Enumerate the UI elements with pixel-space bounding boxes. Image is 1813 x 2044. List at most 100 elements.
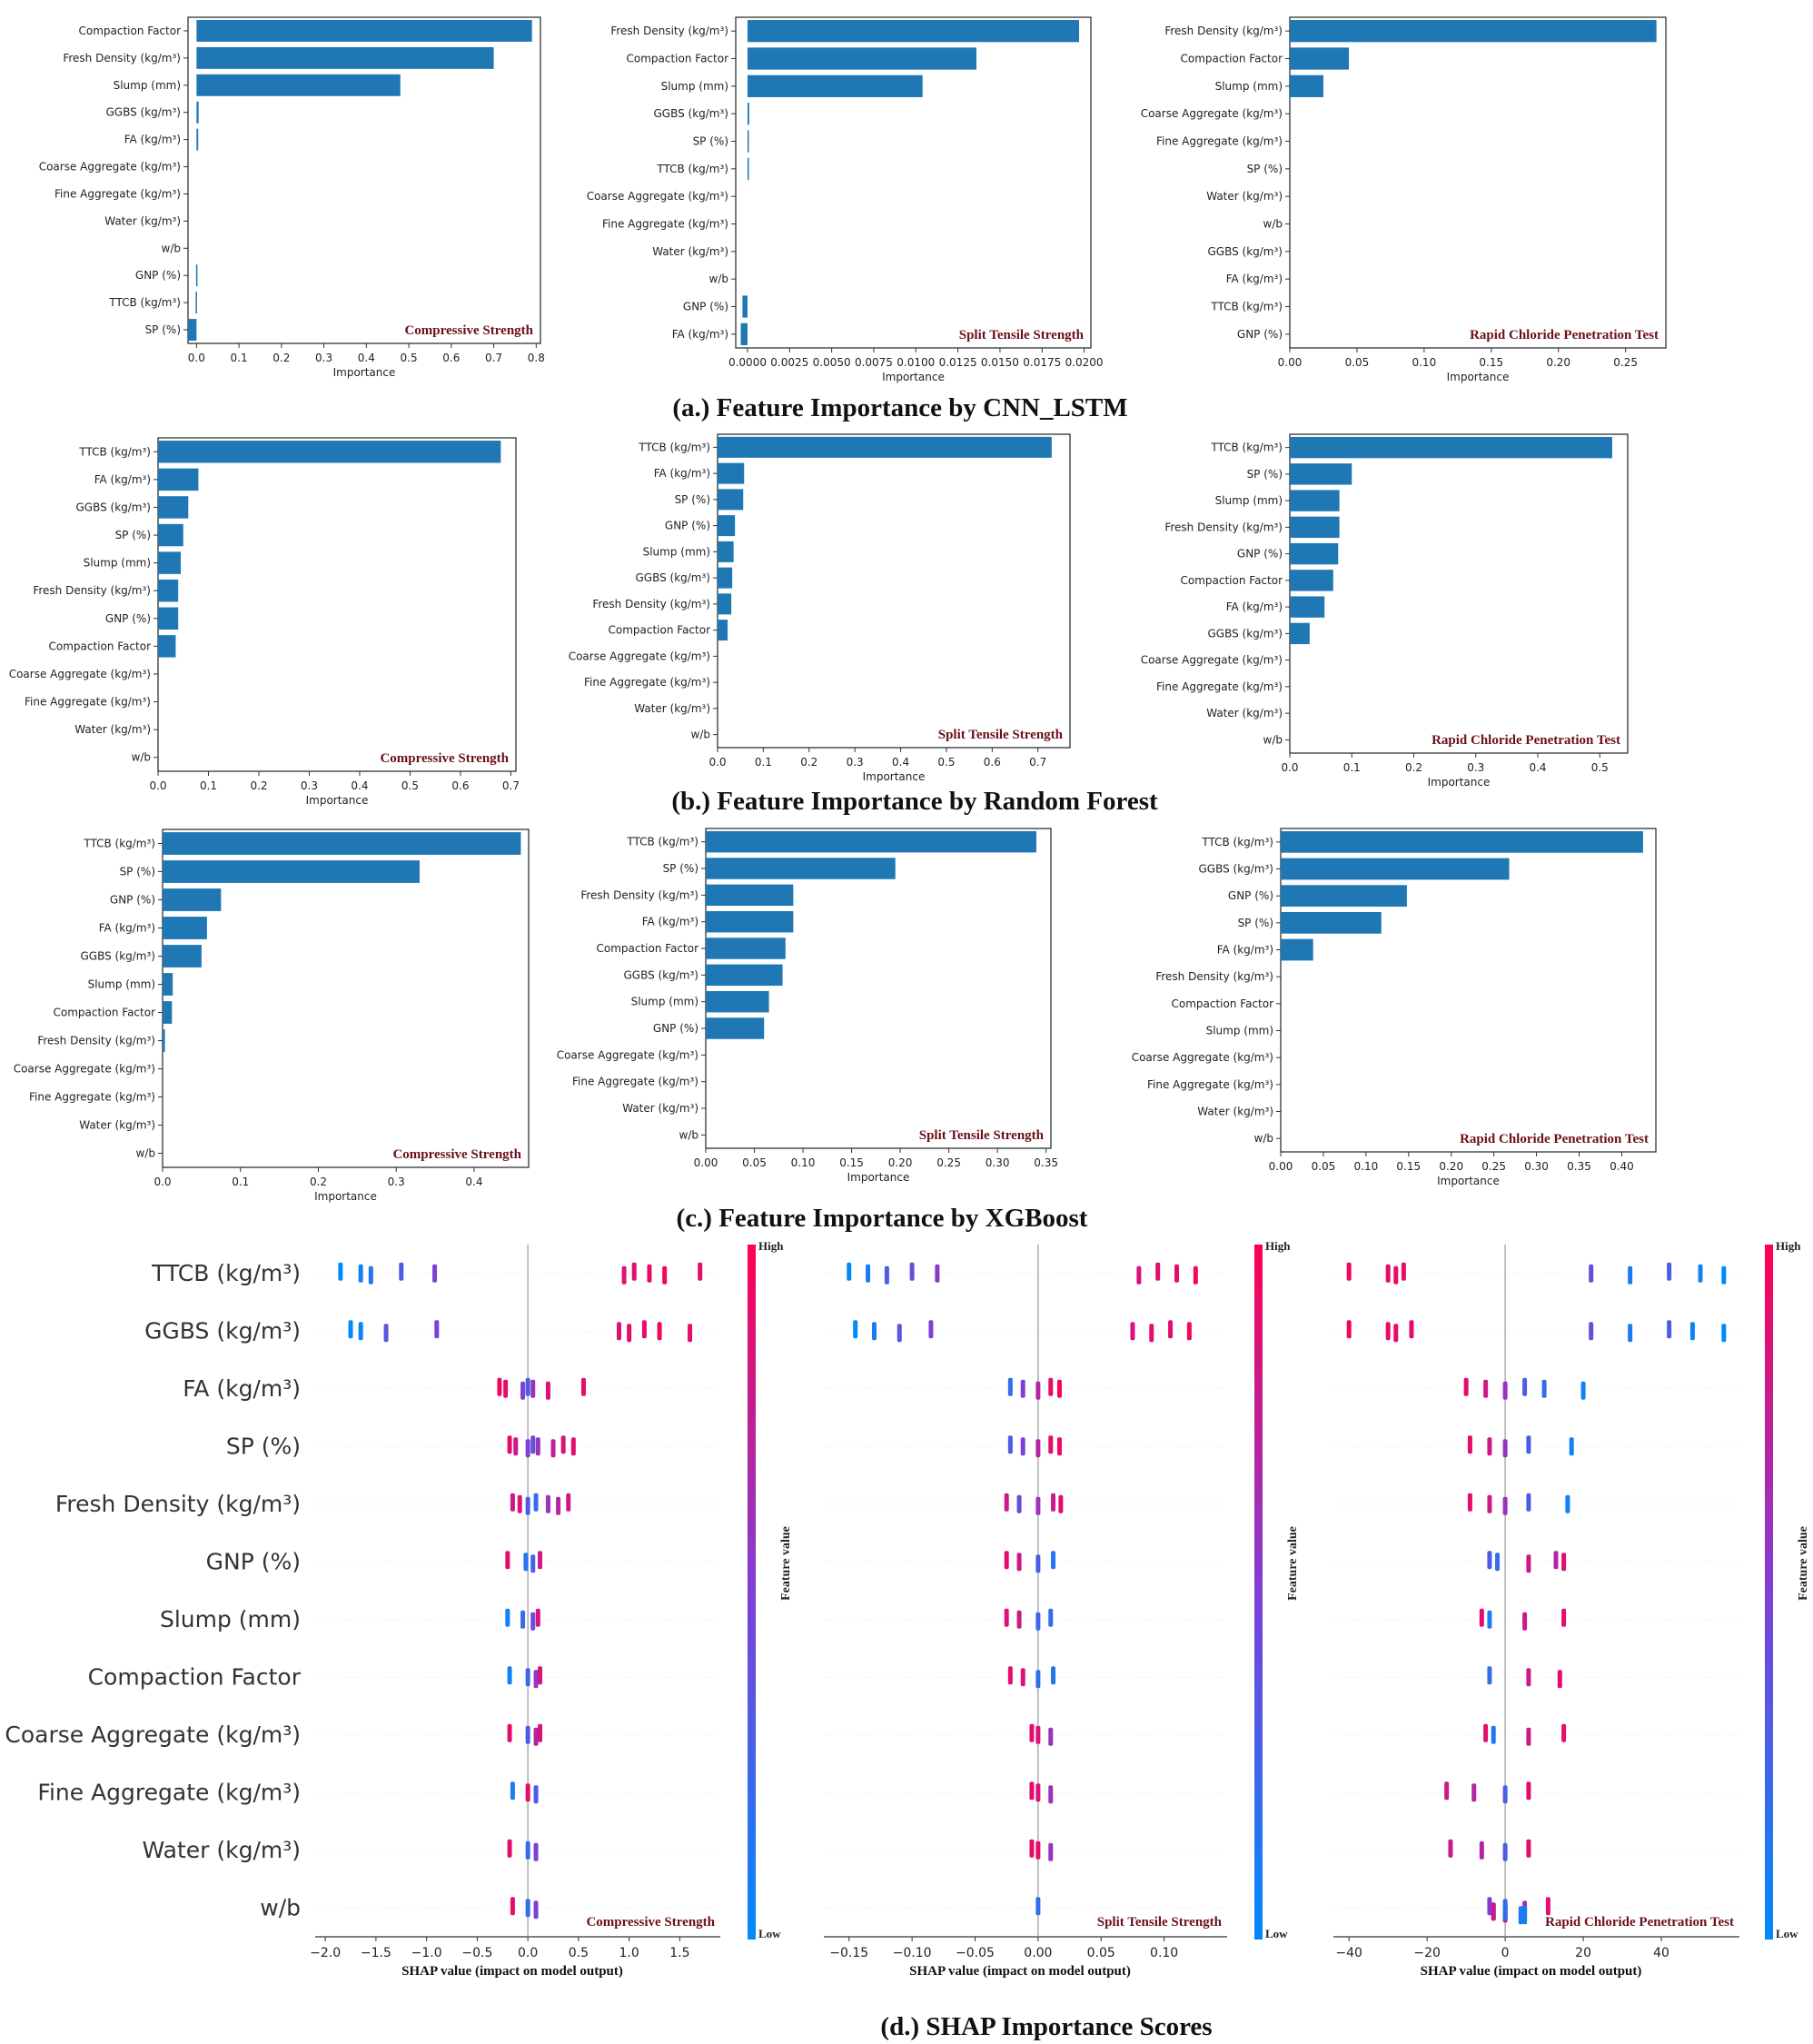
charts-layer: Compaction Factor Fresh Density (kg/m³) Sl… [5, 16, 1810, 1979]
y-tick-label: TTCB (kg/m³) [78, 445, 151, 458]
shap-point [1467, 1493, 1472, 1512]
x-tick-label: −0.15 [829, 1946, 868, 1960]
shap-point [1007, 1377, 1013, 1396]
shap-point [1557, 1670, 1562, 1689]
x-tick-label: −20 [1413, 1946, 1441, 1960]
bar [1290, 436, 1612, 459]
shap-point [1721, 1265, 1727, 1285]
shap-point [1561, 1723, 1567, 1742]
shap-point [550, 1439, 556, 1458]
shap-point [1495, 1553, 1501, 1572]
y-tick-label: Compaction Factor [596, 942, 698, 955]
bar [718, 462, 745, 484]
bar [158, 635, 176, 658]
bar [1290, 490, 1340, 511]
y-tick-label: Coarse Aggregate (kg/m³) [9, 668, 151, 680]
x-tick-label: 0.0200 [1065, 356, 1104, 369]
y-tick-label: Fresh Density (kg/m³) [592, 598, 710, 610]
shap-point [383, 1324, 389, 1343]
shap-point [1035, 1612, 1041, 1631]
y-tick-label: Slump (mm) [114, 79, 181, 92]
y-tick-label: Water (kg/m³) [1206, 707, 1283, 719]
x-tick-label: −40 [1335, 1946, 1362, 1960]
x-tick-label: 0.8 [528, 352, 545, 364]
x-tick-label: 0.0 [1281, 761, 1298, 774]
shap-point [1346, 1320, 1352, 1339]
y-tick-label: SP (%) [1247, 163, 1283, 175]
y-tick-label: Fresh Density (kg/m³) [37, 1035, 155, 1047]
bar [706, 938, 786, 959]
shap-point [1155, 1262, 1161, 1281]
y-tick-label: GNP (%) [653, 1022, 698, 1035]
y-tick-label: Fresh Density (kg/m³) [610, 25, 728, 37]
bar [706, 858, 896, 879]
y-tick-label: GGBS (kg/m³) [75, 501, 151, 513]
shap-point [1020, 1379, 1025, 1398]
x-tick-label: −1.0 [411, 1946, 442, 1960]
x-tick-label: 20 [1575, 1946, 1591, 1960]
shap-point [1048, 1377, 1054, 1396]
bar [196, 128, 199, 151]
plot-frame [162, 829, 530, 1168]
x-tick-label: 0.3 [388, 1176, 405, 1188]
shap-point [525, 1841, 530, 1860]
plot-frame [1289, 433, 1629, 754]
chart-c-sts: TTCB (kg/m³) SP (%) Fresh Density (kg/m³) F… [557, 828, 1058, 1184]
bar [747, 74, 923, 97]
shap-point [507, 1839, 512, 1858]
plot-frame [717, 433, 1071, 749]
chart-title: Compressive Strength [586, 1915, 715, 1930]
bar [158, 551, 181, 574]
shap-point [928, 1320, 934, 1339]
x-axis-title: SHAP value (impact on model output) [401, 1964, 623, 1979]
y-tick-label: Fresh Density (kg/m³) [1164, 521, 1283, 533]
shap-point [545, 1494, 550, 1513]
bar [158, 496, 189, 519]
y-tick-label: FA (kg/m³) [672, 328, 728, 341]
shap-point [1518, 1906, 1523, 1925]
y-tick-label: Coarse Aggregate (kg/m³) [557, 1048, 698, 1061]
shap-point [688, 1324, 693, 1343]
plot-frame [705, 828, 1052, 1149]
x-tick-label: 0.10 [1354, 1160, 1379, 1173]
x-tick-label: 0.5 [1591, 761, 1609, 774]
x-tick-label: 0.0 [149, 779, 166, 792]
shap-point [647, 1264, 652, 1283]
y-tick-label: Water (kg/m³) [1206, 190, 1283, 203]
x-tick-label: 0.2 [272, 352, 290, 364]
shap-point [530, 1435, 536, 1454]
bar [1290, 596, 1325, 618]
x-tick-label: 0.4 [351, 779, 368, 792]
y-tick-label: w/b [162, 242, 181, 254]
x-tick-label: 0.4 [1529, 761, 1546, 774]
bar [706, 1017, 765, 1039]
x-tick-label: 0.2 [1405, 761, 1422, 774]
x-axis-title: SHAP value (impact on model output) [909, 1964, 1131, 1979]
y-tick-label: Coarse Aggregate (kg/m³) [587, 190, 728, 203]
shap-point [399, 1262, 404, 1281]
x-tick-label: 0.25 [1481, 1160, 1506, 1173]
x-tick-label: 0.35 [1034, 1156, 1058, 1169]
shap-point [621, 1265, 627, 1285]
shap-point [1667, 1320, 1672, 1339]
y-tick-label: Coarse Aggregate (kg/m³) [14, 1063, 155, 1076]
x-tick-label: 0.5 [937, 756, 955, 769]
shap-point [1522, 1612, 1528, 1631]
shap-point [1004, 1608, 1009, 1627]
y-tick-label: GGBS (kg/m³) [635, 571, 710, 584]
bar [1290, 74, 1323, 97]
shap-point [513, 1437, 519, 1456]
chart-title: Rapid Chloride Penetration Test [1470, 328, 1659, 342]
y-tick-label: TTCB (kg/m³) [626, 836, 698, 848]
bar [196, 19, 532, 42]
shap-point [1502, 1842, 1508, 1861]
plot-frame [157, 437, 517, 772]
y-tick-label: SP (%) [663, 862, 698, 875]
y-tick-label: Coarse Aggregate (kg/m³) [1141, 654, 1283, 667]
shap-point [1526, 1781, 1531, 1801]
shap-feature-label: FA (kg/m³) [183, 1375, 301, 1402]
x-tick-label: 0.00 [1278, 356, 1303, 369]
x-tick-label: 0.30 [1524, 1160, 1549, 1173]
chart-d-sts: High Low Feature value −0.15 −0.10 −0.05 0.00 0… [824, 1239, 1300, 1979]
y-tick-label: GNP (%) [683, 301, 728, 313]
